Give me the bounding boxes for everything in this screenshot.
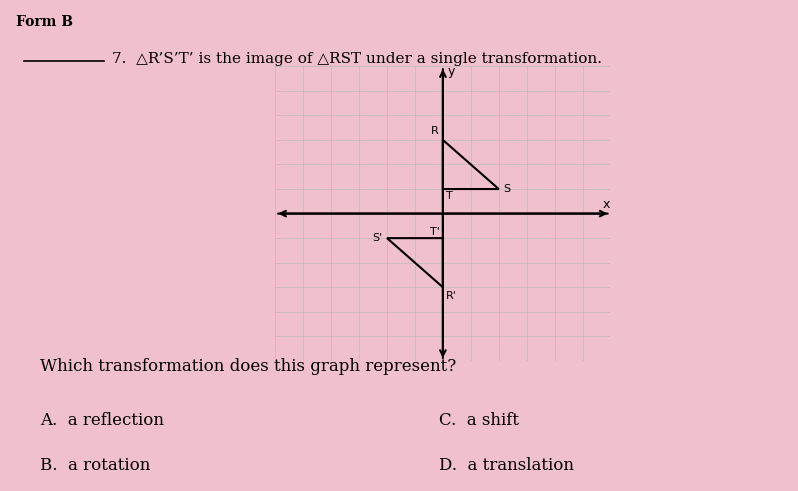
- Text: C.  a shift: C. a shift: [439, 412, 519, 430]
- Text: 7.  △R’S’T’ is the image of △RST under a single transformation.: 7. △R’S’T’ is the image of △RST under a …: [112, 52, 602, 66]
- Text: R: R: [431, 126, 439, 136]
- Text: R': R': [446, 291, 456, 301]
- Text: T: T: [446, 191, 452, 201]
- Text: A.  a reflection: A. a reflection: [40, 412, 164, 430]
- Text: T': T': [430, 227, 440, 237]
- Text: S': S': [373, 233, 383, 243]
- Text: x: x: [602, 198, 610, 212]
- Text: B.  a rotation: B. a rotation: [40, 457, 150, 474]
- Text: y: y: [448, 65, 455, 78]
- Text: Form B: Form B: [16, 15, 73, 29]
- Text: D.  a translation: D. a translation: [439, 457, 574, 474]
- Text: S: S: [503, 184, 510, 194]
- Text: Which transformation does this graph represent?: Which transformation does this graph rep…: [40, 358, 456, 376]
